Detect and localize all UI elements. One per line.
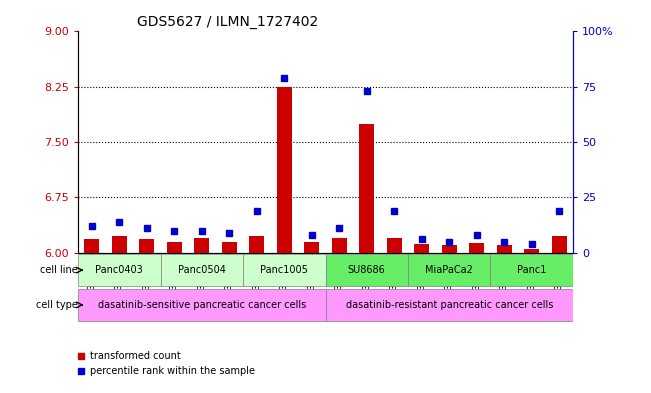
Bar <box>414 244 429 253</box>
FancyBboxPatch shape <box>161 254 243 286</box>
Bar <box>441 245 457 253</box>
FancyBboxPatch shape <box>243 254 326 286</box>
Text: dasatinib-resistant pancreatic cancer cells: dasatinib-resistant pancreatic cancer ce… <box>346 300 553 310</box>
Text: cell line: cell line <box>40 265 78 275</box>
Bar <box>222 242 237 253</box>
Bar <box>497 245 512 253</box>
Text: dasatinib-sensitive pancreatic cancer cells: dasatinib-sensitive pancreatic cancer ce… <box>98 300 306 310</box>
Text: Panc1: Panc1 <box>517 265 546 275</box>
Bar <box>139 239 154 253</box>
Bar <box>249 237 264 253</box>
FancyBboxPatch shape <box>326 289 573 321</box>
FancyBboxPatch shape <box>326 254 408 286</box>
Bar <box>551 237 566 253</box>
Bar <box>304 242 319 253</box>
Text: Panc1005: Panc1005 <box>260 265 308 275</box>
Text: cell type: cell type <box>36 300 78 310</box>
Text: SU8686: SU8686 <box>348 265 385 275</box>
Bar <box>277 87 292 253</box>
Text: Panc0403: Panc0403 <box>96 265 143 275</box>
Legend: transformed count, percentile rank within the sample: transformed count, percentile rank withi… <box>73 347 258 380</box>
Bar <box>331 238 347 253</box>
Text: GDS5627 / ILMN_1727402: GDS5627 / ILMN_1727402 <box>137 15 319 29</box>
FancyBboxPatch shape <box>78 289 326 321</box>
Bar <box>194 238 210 253</box>
FancyBboxPatch shape <box>78 254 161 286</box>
Bar <box>524 249 539 253</box>
FancyBboxPatch shape <box>408 254 490 286</box>
Bar <box>167 242 182 253</box>
Text: Panc0504: Panc0504 <box>178 265 226 275</box>
Bar <box>469 243 484 253</box>
Bar <box>387 238 402 253</box>
Bar <box>112 237 127 253</box>
Text: MiaPaCa2: MiaPaCa2 <box>425 265 473 275</box>
Bar <box>84 239 100 253</box>
Bar <box>359 124 374 253</box>
FancyBboxPatch shape <box>490 254 573 286</box>
